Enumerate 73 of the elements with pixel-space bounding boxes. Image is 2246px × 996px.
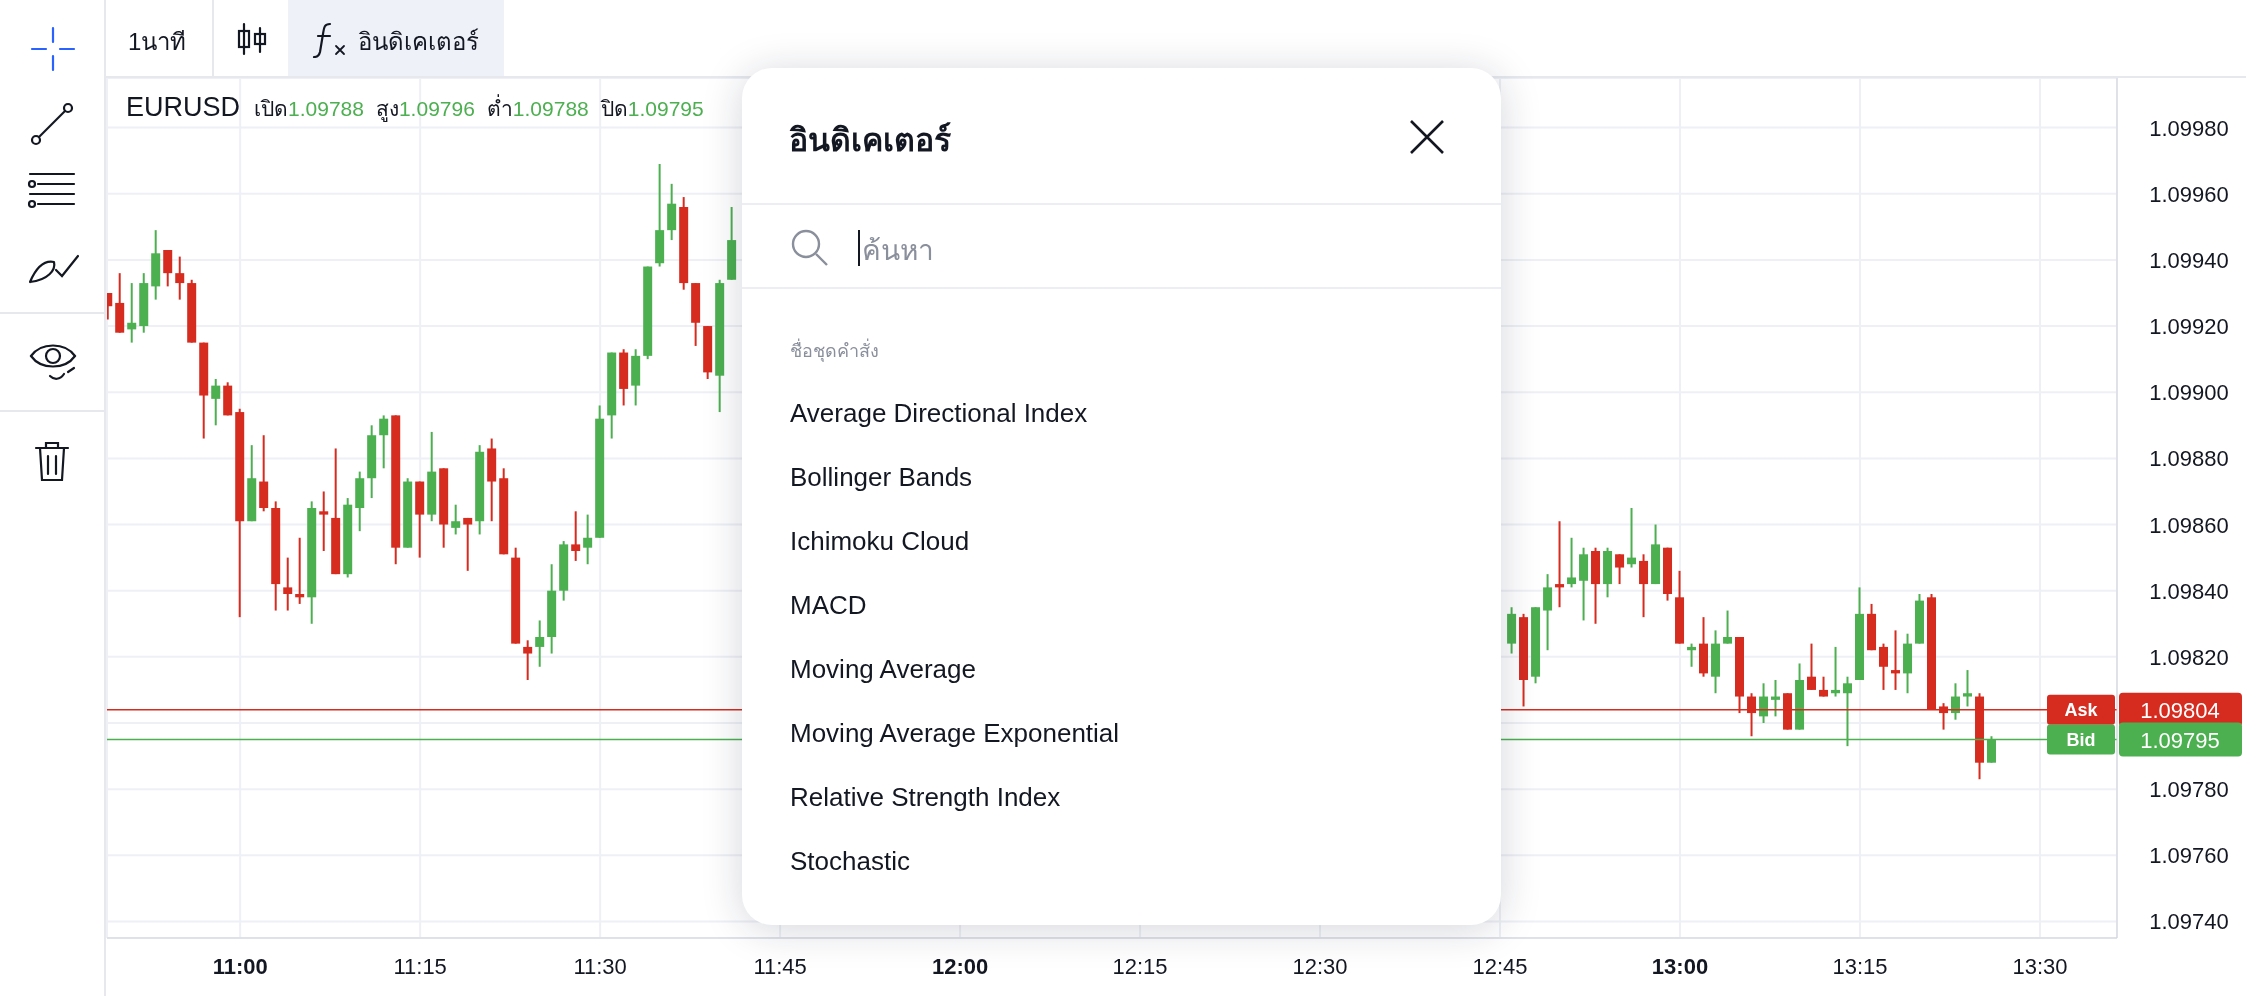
x-tick-label: 12:45 bbox=[1472, 954, 1528, 979]
candlestick bbox=[463, 516, 473, 572]
candlestick bbox=[1831, 645, 1841, 698]
x-tick-label: 13:15 bbox=[1832, 954, 1888, 979]
y-tick-label: 1.09980 bbox=[2149, 115, 2229, 141]
candlestick bbox=[451, 503, 461, 536]
candlestick bbox=[127, 282, 137, 344]
annotation: Bollinger Bands bbox=[790, 462, 973, 493]
x-tick-label: 11:00 bbox=[212, 954, 268, 979]
annotation: Stochastic bbox=[790, 846, 910, 877]
candlestick bbox=[523, 639, 533, 681]
y-tick-label: 1.09940 bbox=[2149, 247, 2229, 273]
candlestick bbox=[1567, 536, 1577, 589]
candlestick bbox=[163, 249, 173, 288]
candlestick bbox=[295, 536, 305, 605]
candlestick bbox=[1723, 609, 1733, 645]
x-tick-label: 12:30 bbox=[1292, 954, 1348, 979]
candlestick bbox=[1771, 679, 1780, 718]
annotation: ปิด1.09795 bbox=[600, 97, 704, 120]
candlestick bbox=[583, 513, 593, 566]
candlestick bbox=[535, 619, 545, 668]
y-tick-label: 1.09840 bbox=[2149, 578, 2229, 604]
x-tick-label: 11:45 bbox=[753, 954, 807, 979]
annotation: สูง1.09796 bbox=[375, 97, 475, 120]
annotation: เปิด1.09788 bbox=[254, 97, 364, 120]
annotation: MACD bbox=[790, 590, 867, 621]
x-tick-label: 13:00 bbox=[1651, 954, 1709, 979]
candlestick bbox=[1878, 642, 1888, 691]
candlestick bbox=[211, 378, 221, 427]
candlestick bbox=[1963, 669, 1972, 708]
candlestick bbox=[1555, 520, 1565, 609]
y-tick-label: 1.09740 bbox=[2149, 909, 2229, 935]
y-tick-label: 1.09760 bbox=[2149, 843, 2229, 869]
candlestick bbox=[379, 414, 389, 470]
x-tick-label: 11:15 bbox=[393, 954, 447, 979]
x-tick-label: 12:15 bbox=[1112, 954, 1168, 979]
y-tick-label: 1.09820 bbox=[2149, 644, 2229, 670]
candlestick bbox=[1627, 507, 1637, 569]
annotation: Moving Average bbox=[790, 654, 976, 685]
y-tick-label: 1.09900 bbox=[2149, 380, 2229, 406]
candlestick bbox=[1543, 573, 1553, 652]
candlestick bbox=[1891, 629, 1901, 691]
text: EURUSD bbox=[126, 92, 241, 122]
candlestick bbox=[1639, 553, 1649, 619]
candlestick bbox=[283, 556, 293, 612]
text: อินดิเคเตอร์ bbox=[358, 27, 479, 57]
candlestick bbox=[175, 255, 185, 301]
y-tick-label: 1.09880 bbox=[2149, 446, 2229, 472]
annotation: Moving Average Exponential bbox=[790, 718, 1120, 749]
text: 1นาที bbox=[128, 27, 187, 57]
candlestick bbox=[1615, 553, 1625, 586]
x-tick-label: 12:00 bbox=[931, 954, 989, 979]
annotation: อินดิเคเตอร์ bbox=[789, 121, 951, 160]
text: 1.09804 bbox=[2140, 697, 2220, 723]
text: 1.09795 bbox=[2140, 727, 2220, 753]
annotation: Ichimoku Cloud bbox=[790, 526, 970, 557]
y-tick-label: 1.09780 bbox=[2149, 777, 2229, 803]
y-tick-label: 1.09960 bbox=[2149, 181, 2229, 207]
annotation: ชื่อชุดคำสั่ง bbox=[790, 337, 879, 364]
ref-line-label: Ask bbox=[2064, 699, 2099, 720]
x-tick-label: 13:30 bbox=[2012, 954, 2068, 979]
ref-line-label: Bid bbox=[2066, 729, 2096, 750]
x-tick-label: 11:30 bbox=[573, 954, 627, 979]
annotation: Average Directional Index bbox=[790, 398, 1088, 429]
candlestick bbox=[1819, 675, 1829, 698]
annotation: Relative Strength Index bbox=[790, 782, 1061, 813]
candlestick bbox=[319, 490, 329, 552]
annotation: ค้นหา bbox=[862, 234, 934, 268]
candlestick bbox=[1807, 642, 1816, 691]
candlestick bbox=[1687, 642, 1697, 668]
y-tick-label: 1.09920 bbox=[2149, 314, 2229, 340]
candlestick bbox=[571, 510, 581, 562]
y-tick-label: 1.09860 bbox=[2149, 512, 2229, 538]
